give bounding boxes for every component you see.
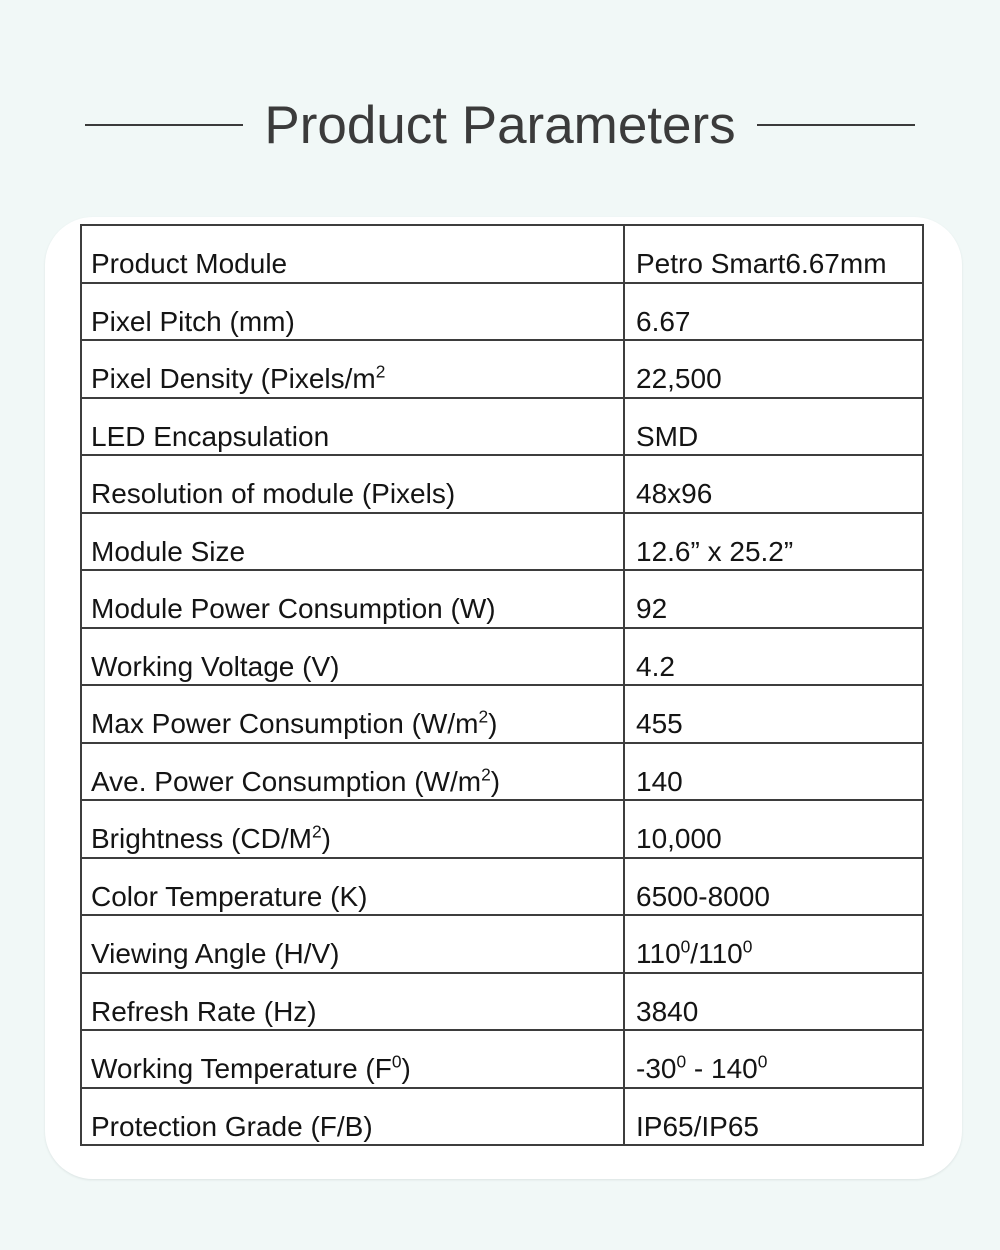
superscript: 2 bbox=[375, 361, 386, 382]
spec-value-cell: SMD bbox=[623, 396, 924, 456]
table-row: Working Temperature (F0) -300 - 1400 bbox=[80, 1029, 924, 1089]
table-row: Brightness (CD/M2) 10,000 bbox=[80, 799, 924, 859]
spec-value-cell: 48x96 bbox=[623, 454, 924, 514]
spec-value-cell: -300 - 1400 bbox=[623, 1029, 924, 1089]
spec-label-cell: Module Size bbox=[80, 511, 625, 571]
table-row: Max Power Consumption (W/m2) 455 bbox=[80, 684, 924, 744]
spec-label-cell: Module Power Consumption (W) bbox=[80, 569, 625, 629]
superscript: 0 bbox=[742, 936, 753, 957]
superscript: 0 bbox=[676, 1051, 687, 1072]
superscript: 0 bbox=[391, 1051, 402, 1072]
page-title: Product Parameters bbox=[264, 95, 736, 155]
table-row: Refresh Rate (Hz) 3840 bbox=[80, 971, 924, 1031]
title-left-rule bbox=[85, 124, 244, 126]
spec-value-cell: 6.67 bbox=[623, 281, 924, 341]
spec-label-cell: Ave. Power Consumption (W/m2) bbox=[80, 741, 625, 801]
spec-label-cell: Product Module bbox=[80, 224, 625, 284]
table-row: LED Encapsulation SMD bbox=[80, 396, 924, 456]
spec-label-cell: Brightness (CD/M2) bbox=[80, 799, 625, 859]
table-row: Pixel Density (Pixels/m2 22,500 bbox=[80, 339, 924, 399]
spec-value-cell: 12.6” x 25.2” bbox=[623, 511, 924, 571]
spec-value-cell: IP65/IP65 bbox=[623, 1086, 924, 1146]
spec-value-cell: 1100/1100 bbox=[623, 914, 924, 974]
spec-label-cell: Color Temperature (K) bbox=[80, 856, 625, 916]
table-row: Color Temperature (K) 6500-8000 bbox=[80, 856, 924, 916]
table-row: Protection Grade (F/B) IP65/IP65 bbox=[80, 1086, 924, 1146]
spec-label-cell: Pixel Density (Pixels/m2 bbox=[80, 339, 625, 399]
spec-value-cell: 6500-8000 bbox=[623, 856, 924, 916]
spec-value-cell: 455 bbox=[623, 684, 924, 744]
table-row: Product Module Petro Smart6.67mm bbox=[80, 224, 924, 284]
table-row: Resolution of module (Pixels) 48x96 bbox=[80, 454, 924, 514]
spec-value-cell: 92 bbox=[623, 569, 924, 629]
spec-label-cell: Pixel Pitch (mm) bbox=[80, 281, 625, 341]
spec-value-cell: 22,500 bbox=[623, 339, 924, 399]
superscript: 2 bbox=[481, 764, 491, 785]
spec-value-cell: Petro Smart6.67mm bbox=[623, 224, 924, 284]
title-right-rule bbox=[756, 124, 915, 126]
spec-label-cell: Resolution of module (Pixels) bbox=[80, 454, 625, 514]
table-row: Pixel Pitch (mm) 6.67 bbox=[80, 281, 924, 341]
section-header: Product Parameters bbox=[0, 90, 1000, 160]
table-row: Viewing Angle (H/V) 1100/1100 bbox=[80, 914, 924, 974]
table-row: Module Power Consumption (W) 92 bbox=[80, 569, 924, 629]
superscript: 0 bbox=[680, 936, 691, 957]
spec-value-cell: 10,000 bbox=[623, 799, 924, 859]
spec-table-body: Product Module Petro Smart6.67mm Pixel Pit… bbox=[80, 224, 924, 1146]
superscript: 2 bbox=[311, 821, 322, 842]
table-row: Ave. Power Consumption (W/m2) 140 bbox=[80, 741, 924, 801]
spec-label-cell: Refresh Rate (Hz) bbox=[80, 971, 625, 1031]
spec-label-cell: LED Encapsulation bbox=[80, 396, 625, 456]
table-row: Working Voltage (V) 4.2 bbox=[80, 626, 924, 686]
superscript: 0 bbox=[757, 1051, 768, 1072]
spec-table: Product Module Petro Smart6.67mm Pixel Pit… bbox=[80, 224, 924, 1146]
spec-value-cell: 3840 bbox=[623, 971, 924, 1031]
spec-value-cell: 4.2 bbox=[623, 626, 924, 686]
parameters-card: Product Module Petro Smart6.67mm Pixel Pit… bbox=[45, 217, 962, 1179]
spec-label-cell: Max Power Consumption (W/m2) bbox=[80, 684, 625, 744]
spec-label-cell: Working Voltage (V) bbox=[80, 626, 625, 686]
spec-value-cell: 140 bbox=[623, 741, 924, 801]
superscript: 2 bbox=[478, 706, 489, 727]
spec-label-cell: Viewing Angle (H/V) bbox=[80, 914, 625, 974]
spec-label-cell: Protection Grade (F/B) bbox=[80, 1086, 625, 1146]
spec-label-cell: Working Temperature (F0) bbox=[80, 1029, 625, 1089]
table-row: Module Size 12.6” x 25.2” bbox=[80, 511, 924, 571]
